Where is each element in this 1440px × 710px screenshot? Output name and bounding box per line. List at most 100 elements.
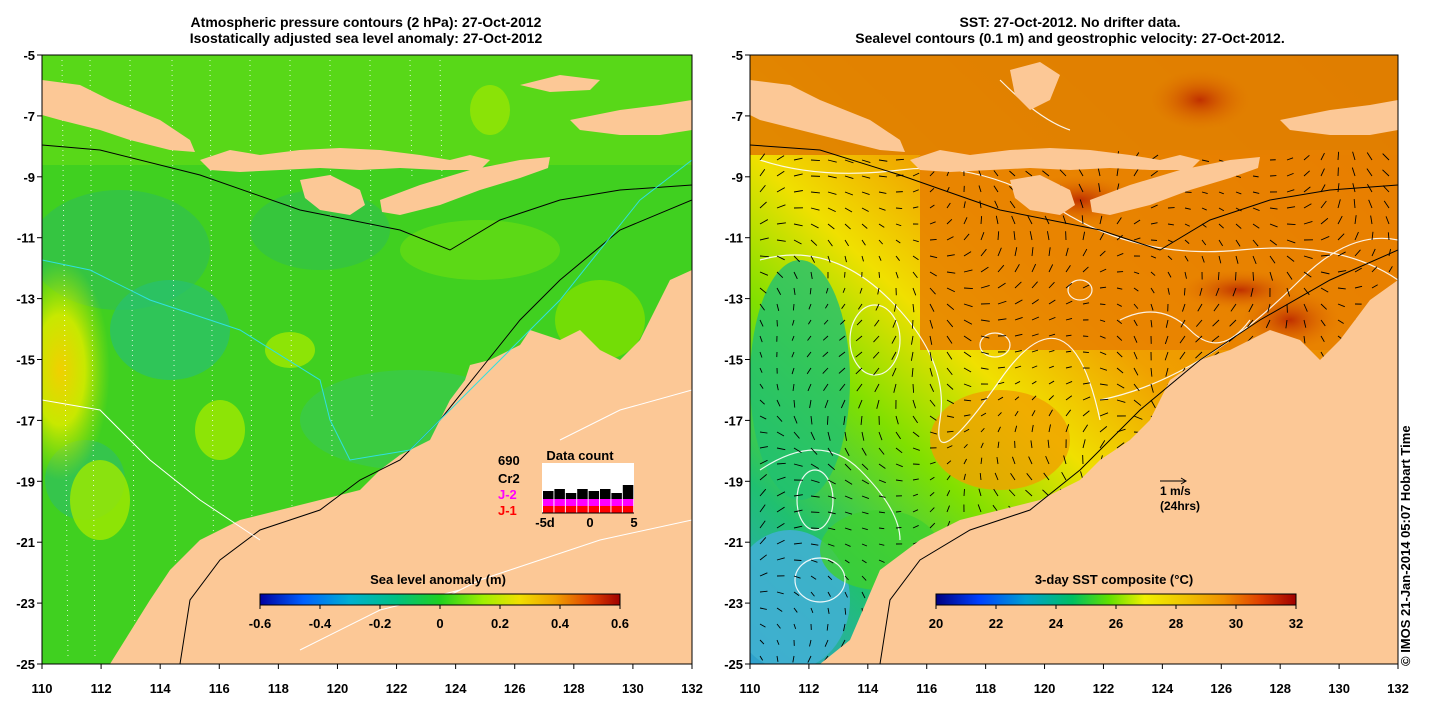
colorbar-tick-label: -0.6 <box>249 616 271 631</box>
velocity-arrow <box>946 287 956 293</box>
velocity-arrow <box>980 367 989 370</box>
velocity-arrow <box>895 431 901 440</box>
colorbar-tick-label: 0 <box>436 616 443 631</box>
velocity-arrow <box>1232 287 1237 297</box>
velocity-arrow <box>1201 159 1210 163</box>
velocity-arrow <box>844 463 852 471</box>
velocity-arrow <box>878 159 888 162</box>
velocity-arrow <box>1048 380 1055 385</box>
y-tick-label: -5 <box>23 48 35 63</box>
velocity-arrow <box>1116 167 1119 177</box>
data-count-bar-red <box>577 506 588 513</box>
velocity-arrow <box>844 575 849 581</box>
velocity-arrow <box>1116 351 1123 358</box>
velocity-arrow <box>759 287 767 294</box>
velocity-arrow <box>807 655 812 663</box>
velocity-arrow <box>946 415 955 418</box>
velocity-arrow <box>1116 399 1126 403</box>
velocity-arrow <box>1116 234 1123 241</box>
velocity-arrow <box>875 303 880 311</box>
ssh-colorbar <box>259 593 621 606</box>
y-tick-label: -17 <box>16 413 35 428</box>
x-tick-label: 122 <box>1093 681 1115 696</box>
velocity-arrow <box>1320 200 1327 209</box>
velocity-arrow <box>1382 185 1390 193</box>
velocity-arrow <box>844 607 847 615</box>
data-count-bar-black <box>554 489 565 499</box>
australia-land-left <box>42 270 692 664</box>
velocity-arrow <box>1218 255 1222 264</box>
velocity-arrow <box>1180 319 1186 328</box>
velocity-arrow <box>776 591 784 595</box>
velocity-arrow <box>997 300 1007 305</box>
velocity-arrow <box>872 351 880 359</box>
velocity-arrow <box>810 607 814 614</box>
velocity-arrow <box>878 559 885 563</box>
velocity-arrow <box>963 458 967 465</box>
velocity-arrow <box>1099 250 1106 257</box>
velocity-arrow <box>810 543 819 546</box>
velocity-arrow <box>810 575 817 580</box>
velocity-arrow <box>911 319 914 329</box>
velocity-arrow <box>840 639 846 648</box>
velocity-arrow <box>844 479 853 485</box>
y-tick-label: -11 <box>17 231 35 246</box>
data-count-bar-magenta <box>588 499 600 506</box>
velocity-arrow <box>892 319 897 328</box>
velocity-arrow <box>839 319 846 325</box>
velocity-arrow <box>1352 151 1356 161</box>
colorbar-tick-label: 30 <box>1229 616 1243 631</box>
y-tick-label: -17 <box>724 413 743 428</box>
velocity-arrow <box>978 185 982 193</box>
velocity-arrow <box>895 223 902 227</box>
data-count-bar-magenta <box>600 499 611 506</box>
velocity-arrow <box>1082 266 1089 273</box>
velocity-arrow <box>963 383 972 388</box>
velocity-arrow <box>776 303 780 312</box>
x-tick-label: 124 <box>1152 681 1174 696</box>
velocity-arrow <box>1371 231 1374 241</box>
velocity-arrow <box>1065 334 1072 337</box>
satellite-label-690: 690 <box>498 453 520 468</box>
velocity-arrow <box>993 185 999 193</box>
velocity-arrow <box>1030 440 1033 449</box>
velocity-arrow <box>1014 350 1022 353</box>
velocity-arrow <box>1211 335 1220 342</box>
velocity-arrow <box>1388 248 1392 257</box>
velocity-arrow <box>1150 383 1154 393</box>
colorbar-tick-label: 28 <box>1169 616 1183 631</box>
velocity-arrow <box>1320 184 1326 193</box>
velocity-arrow <box>1099 215 1103 225</box>
velocity-arrow <box>1366 152 1373 161</box>
velocity-arrow <box>1320 168 1325 177</box>
velocity-arrow <box>1184 223 1190 227</box>
velocity-arrow <box>1099 268 1107 273</box>
velocity-arrow <box>826 623 829 631</box>
velocity-arrow <box>824 399 829 409</box>
velocity-key-interval: (24hrs) <box>1160 499 1200 513</box>
data-count-axis-end: 5 <box>630 515 637 530</box>
velocity-arrow <box>759 399 765 405</box>
velocity-arrow <box>1065 395 1073 401</box>
velocity-arrow <box>993 170 999 177</box>
velocity-arrow <box>979 472 982 481</box>
velocity-arrow <box>963 428 970 433</box>
velocity-arrow <box>997 318 1007 321</box>
x-tick-label: 114 <box>857 681 879 696</box>
colorbar-tick-label: 0.6 <box>611 616 629 631</box>
velocity-arrow <box>759 383 764 389</box>
velocity-arrow <box>776 539 785 545</box>
velocity-arrow <box>1099 351 1107 356</box>
velocity-arrow <box>1065 300 1073 305</box>
velocity-arrow <box>1218 239 1224 247</box>
velocity-arrow <box>1303 220 1313 225</box>
velocity-arrow <box>860 415 863 425</box>
x-tick-label: 132 <box>681 681 703 696</box>
velocity-arrow <box>759 488 767 497</box>
velocity-arrow <box>793 447 802 453</box>
velocity-arrow <box>1252 239 1259 247</box>
velocity-arrow <box>1014 425 1018 433</box>
velocity-arrow <box>1031 410 1036 417</box>
velocity-arrow <box>827 191 837 195</box>
velocity-arrow <box>1014 281 1022 289</box>
